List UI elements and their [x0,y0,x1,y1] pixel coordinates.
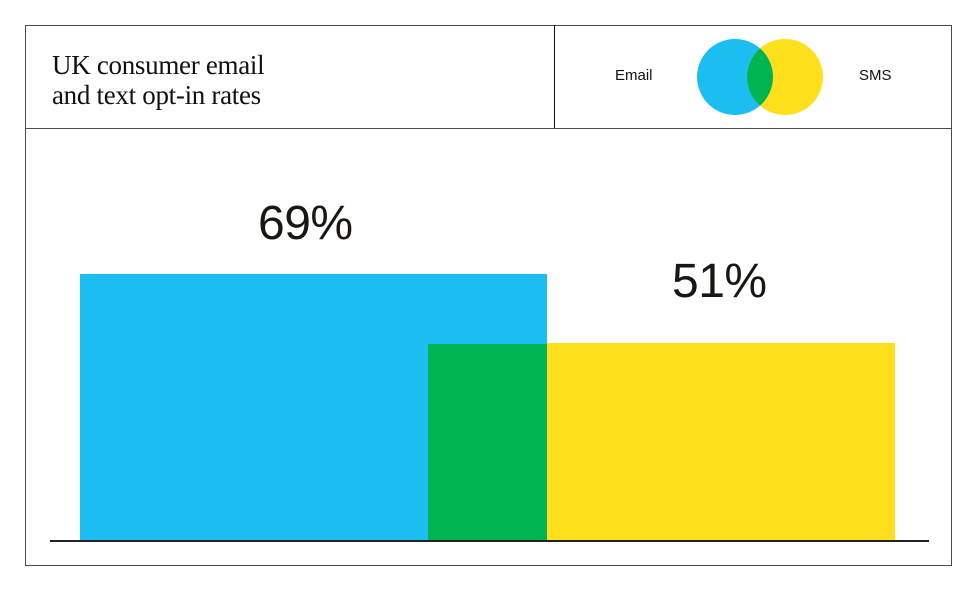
bar-overlap [428,344,547,541]
x-axis-baseline [50,540,929,542]
venn-legend-icon [697,39,823,115]
title-line-1: UK consumer email [52,50,265,80]
value-label-email: 69% [258,197,353,250]
chart-title: UK consumer email and text opt-in rates [52,50,265,110]
legend-label-sms: SMS [859,67,892,84]
legend-label-email: Email [615,67,653,84]
chart-header [25,25,952,129]
chart-frame [25,25,952,566]
value-label-sms: 51% [672,255,767,308]
title-line-2: and text opt-in rates [52,80,261,110]
header-divider [554,25,555,128]
bar-sms [547,343,895,541]
